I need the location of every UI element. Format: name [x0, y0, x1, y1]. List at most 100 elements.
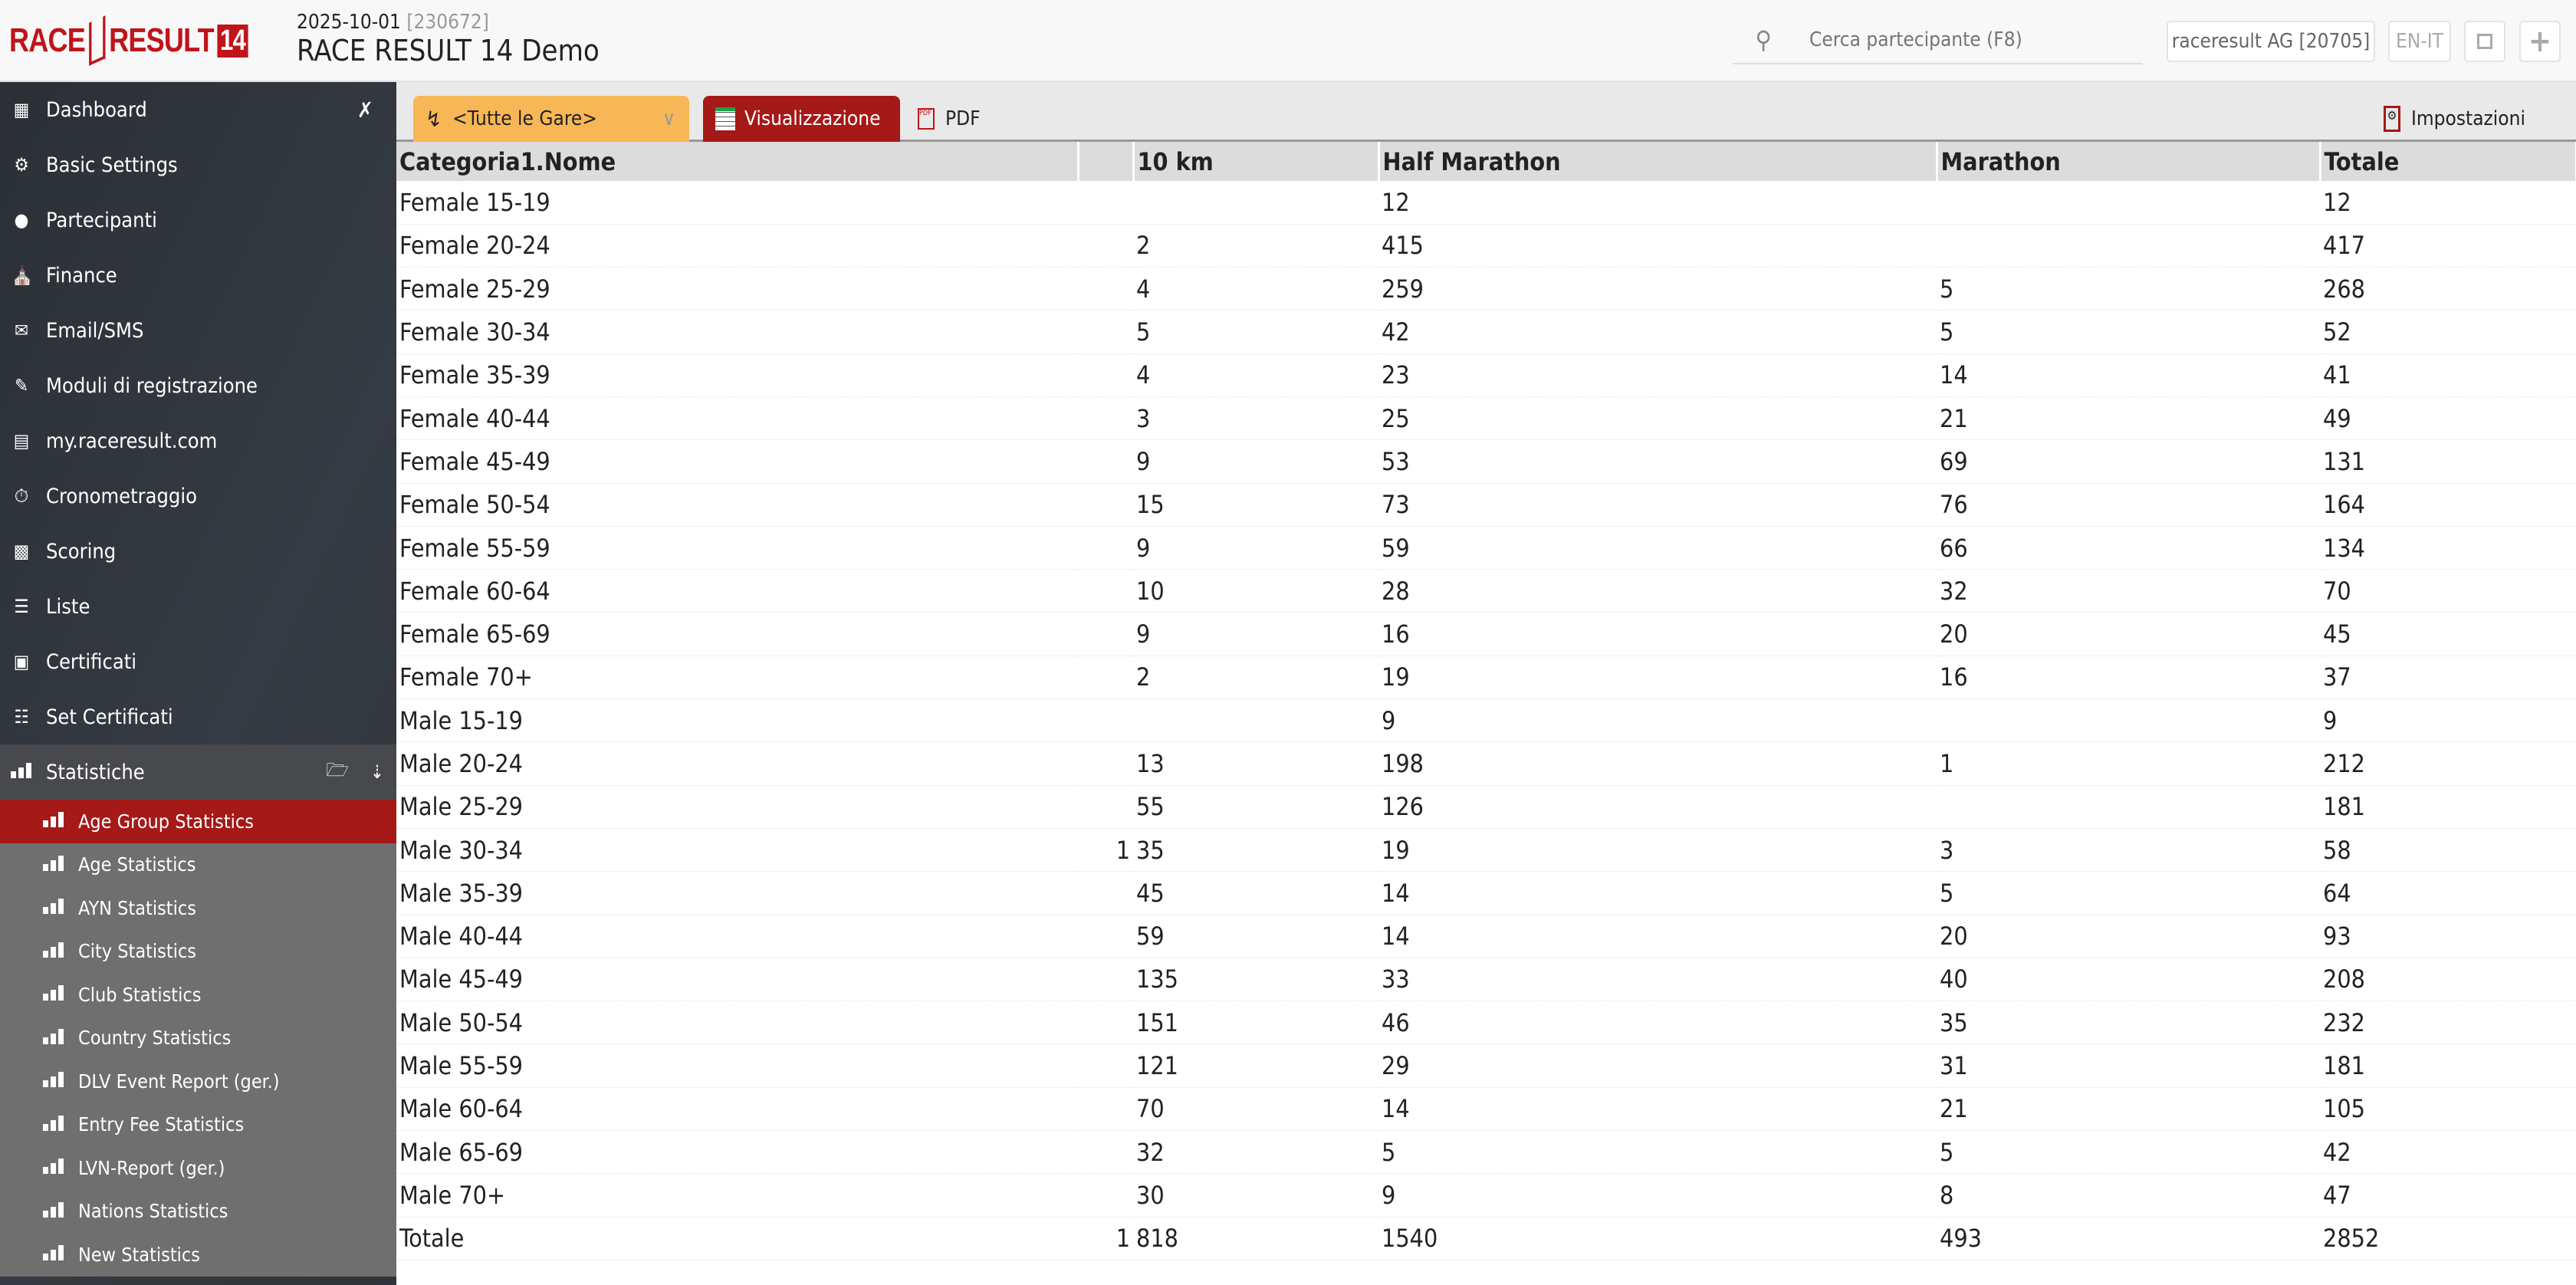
- sidebar-item-certificati[interactable]: ▣ Certificati: [0, 634, 396, 689]
- table-cell: [1937, 181, 2320, 225]
- table-cell: [1078, 1087, 1133, 1132]
- race-result-logo[interactable]: RACE RESULT 14: [9, 15, 248, 66]
- bar-chart-icon: [43, 1027, 64, 1049]
- table-cell: 135: [1133, 958, 1378, 1002]
- sidebar-item-email-sms[interactable]: ✉ Email/SMS: [0, 303, 396, 358]
- table-cell: 29: [1378, 1043, 1937, 1088]
- table-cell: Female 65-69: [396, 612, 1078, 656]
- stats-item-label: AYN Statistics: [78, 896, 196, 919]
- sidebar-item-liste[interactable]: ☰ Liste: [0, 579, 396, 634]
- table-cell: 10: [1133, 569, 1378, 613]
- contest-select[interactable]: ↯ <Tutte le Gare> ∨: [413, 96, 689, 142]
- stats-item-dlv-event-report-ger-[interactable]: DLV Event Report (ger.): [0, 1060, 396, 1103]
- search-input[interactable]: [1809, 28, 2116, 51]
- sidebar-item-finance[interactable]: ⛪ Finance: [0, 248, 396, 303]
- stats-item-country-statistics[interactable]: Country Statistics: [0, 1016, 396, 1060]
- table-cell: Female 50-54: [396, 483, 1078, 527]
- table-cell: 12: [1378, 181, 1937, 225]
- sidebar-item-scoring[interactable]: ▩ Scoring: [0, 524, 396, 579]
- table-cell: 2: [1133, 224, 1378, 268]
- column-header[interactable]: 10 km: [1133, 142, 1380, 181]
- sidebar-item-set-certificati[interactable]: ☷ Set Certificati: [0, 689, 396, 744]
- sidebar-item-cronometraggio[interactable]: ⏱ Cronometraggio: [0, 468, 396, 524]
- table-cell: Female 25-29: [396, 267, 1078, 311]
- panel-toggle-button[interactable]: [2464, 21, 2505, 62]
- table-row: Male 50-54 151 46 35 232: [396, 1001, 2576, 1045]
- table-cell: Female 15-19: [396, 181, 1078, 225]
- bar-chart-icon: [43, 1114, 64, 1135]
- table-cell: 4: [1133, 353, 1378, 397]
- table-row: Female 35-39 4 23 14 41: [396, 353, 2576, 397]
- account-button[interactable]: raceresult AG [20705]: [2167, 21, 2375, 62]
- table-cell: Female 70+: [396, 656, 1078, 700]
- sidebar-item-dashboard[interactable]: ▦ Dashboard ✗: [0, 82, 396, 137]
- bar-chart-icon: [43, 1244, 64, 1265]
- table-cell: [1133, 698, 1378, 743]
- table-row: Male 55-59 121 29 31 181: [396, 1043, 2576, 1088]
- table-cell: 4: [1133, 267, 1378, 311]
- pdf-icon: PDF: [918, 108, 935, 130]
- table-cell: [1078, 915, 1133, 958]
- table-cell: Male 40-44: [396, 915, 1078, 958]
- stats-item-age-group-statistics[interactable]: Age Group Statistics: [0, 800, 396, 843]
- table-cell: 9: [1378, 698, 1937, 743]
- table-cell: 28: [1378, 569, 1937, 613]
- stats-item-new-statistics[interactable]: New Statistics: [0, 1233, 396, 1277]
- sidebar-item-partecipanti[interactable]: ● Partecipanti: [0, 192, 396, 248]
- table-cell: 19: [1378, 828, 1937, 873]
- table-cell: 42: [1378, 310, 1937, 354]
- table-cell: 5: [1133, 310, 1378, 354]
- table-cell: 35: [1937, 1001, 2320, 1045]
- table-cell: 3: [1133, 396, 1378, 441]
- sidebar-item-statistiche[interactable]: Statistiche 🗁 ⇣: [0, 744, 396, 800]
- participant-search[interactable]: ⚲: [1733, 17, 2143, 64]
- stats-item-label: Age Group Statistics: [78, 810, 255, 833]
- column-header[interactable]: Categoria1.Nome: [396, 142, 1079, 181]
- table-row: Female 55-59 9 59 66 134: [396, 526, 2576, 570]
- column-header[interactable]: Marathon: [1937, 142, 2321, 181]
- table-cell: 23: [1378, 353, 1937, 397]
- stats-item-city-statistics[interactable]: City Statistics: [0, 929, 396, 973]
- import-icon[interactable]: ⇣: [370, 761, 384, 783]
- table-row: Male 20-24 13 198 1 212: [396, 741, 2576, 786]
- sidebar-item-label: Finance: [46, 263, 117, 288]
- column-header[interactable]: Totale: [2320, 142, 2576, 181]
- stats-item-club-statistics[interactable]: Club Statistics: [0, 973, 396, 1017]
- language-button[interactable]: EN-IT: [2388, 21, 2451, 62]
- stats-item-nations-statistics[interactable]: Nations Statistics: [0, 1189, 396, 1233]
- sidebar-item-my-raceresult-com[interactable]: ▤ my.raceresult.com: [0, 413, 396, 468]
- table-cell: [1937, 224, 2320, 268]
- pdf-tab[interactable]: PDF PDF: [918, 96, 1025, 142]
- sidebar-item-moduli-di-registrazione[interactable]: ✎ Moduli di registrazione: [0, 358, 396, 413]
- table-icon: [715, 107, 735, 130]
- sidebar-item-label: Email/SMS: [46, 318, 144, 343]
- table-cell: 59: [1378, 526, 1937, 570]
- add-button[interactable]: +: [2519, 21, 2561, 62]
- table-cell: 134: [2320, 526, 2576, 570]
- settings-button[interactable]: ⚙ Impostazioni: [2384, 96, 2568, 142]
- table-row: Female 30-34 5 42 5 52: [396, 310, 2576, 354]
- event-id: [230672]: [406, 11, 489, 34]
- unpin-icon[interactable]: ✗: [356, 97, 373, 123]
- table-cell: 9: [2320, 698, 2576, 743]
- bar-chart-icon: [43, 941, 64, 962]
- stats-item-entry-fee-statistics[interactable]: Entry Fee Statistics: [0, 1103, 396, 1146]
- table-cell: 415: [1378, 224, 1937, 268]
- table-cell: Male 55-59: [396, 1043, 1078, 1088]
- table-cell: 1: [1078, 828, 1133, 873]
- stats-item-lvn-report-ger-[interactable]: LVN-Report (ger.): [0, 1146, 396, 1190]
- stats-item-ayn-statistics[interactable]: AYN Statistics: [0, 886, 396, 930]
- table-cell: Male 25-29: [396, 785, 1078, 829]
- table-cell: 35: [1133, 828, 1378, 873]
- stats-item-age-statistics[interactable]: Age Statistics: [0, 843, 396, 886]
- column-header[interactable]: [1078, 142, 1135, 181]
- table-cell: [1078, 698, 1133, 743]
- column-header[interactable]: Half Marathon: [1378, 142, 1938, 181]
- sidebar-item-basic-settings[interactable]: ⚙ Basic Settings: [0, 137, 396, 192]
- settings-doc-icon: ⚙: [2384, 106, 2400, 132]
- table-cell: 33: [1378, 958, 1937, 1002]
- table-cell: 30: [1133, 1173, 1378, 1218]
- table-cell: [1937, 785, 2320, 829]
- new-folder-icon[interactable]: 🗁: [326, 758, 349, 781]
- view-tab[interactable]: Visualizzazione: [703, 96, 900, 142]
